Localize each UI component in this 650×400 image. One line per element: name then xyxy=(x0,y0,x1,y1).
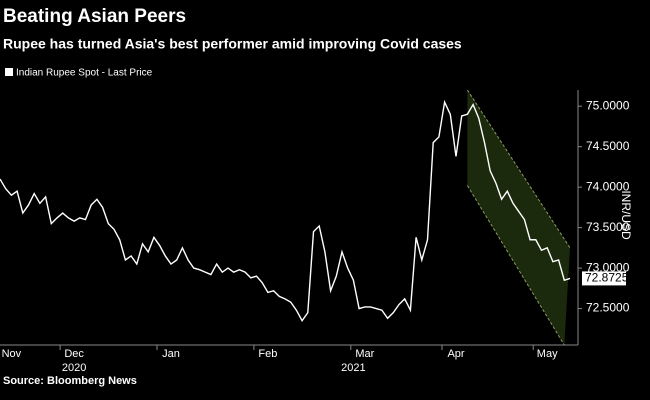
x-tick-label: May xyxy=(537,348,558,360)
y-tick-label: 74.0000 xyxy=(586,179,630,193)
y-tick-label: 73.0000 xyxy=(586,260,630,274)
price-line xyxy=(0,99,571,323)
y-tick-label: 74.5000 xyxy=(586,139,630,153)
y-tick-label: 73.5000 xyxy=(586,220,630,234)
channel-edge xyxy=(466,185,565,346)
x-tick-label: Mar xyxy=(355,348,374,360)
chart-title: Beating Asian Peers xyxy=(3,6,186,27)
last-value-label: 72.8725 xyxy=(585,271,629,285)
channel-edge xyxy=(466,89,571,249)
x-tick-label: Feb xyxy=(258,348,277,360)
trend-channel xyxy=(467,90,570,345)
chart-subtitle: Rupee has turned Asia's best performer a… xyxy=(3,36,462,52)
y-axis-label: INR/USD xyxy=(619,190,633,240)
last-value-box xyxy=(582,271,626,286)
legend-swatch xyxy=(5,68,13,76)
legend-label: Indian Rupee Spot - Last Price xyxy=(16,68,153,79)
y-tick-label: 72.5000 xyxy=(586,301,630,315)
x-tick-label: Dec xyxy=(64,348,84,360)
x-year-label: 2020 xyxy=(62,362,86,374)
x-tick-label: Nov xyxy=(2,348,22,360)
x-tick-label: Jan xyxy=(162,348,180,360)
y-tick-label: 75.0000 xyxy=(586,98,630,112)
x-tick-label: Apr xyxy=(447,348,464,360)
x-year-label: 2021 xyxy=(341,362,365,374)
source: Source: Bloomberg News xyxy=(3,375,137,387)
